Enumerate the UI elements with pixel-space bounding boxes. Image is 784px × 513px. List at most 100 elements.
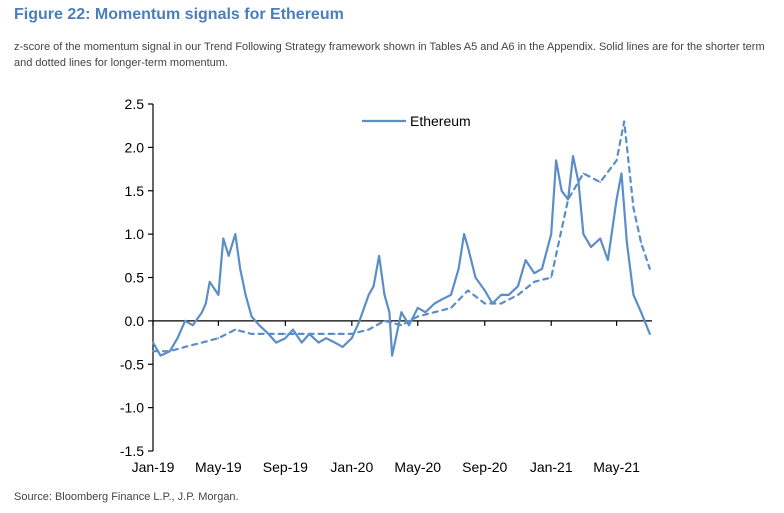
series-0-point	[227, 255, 230, 257]
series-0-point	[626, 242, 628, 244]
series-0-point	[632, 294, 635, 296]
series-0-point	[615, 198, 618, 201]
series-0-point	[184, 320, 186, 322]
series-0-point	[351, 337, 353, 340]
chart-legend: Ethereum	[362, 113, 471, 129]
series-0-point	[555, 159, 557, 162]
series-0-point	[457, 268, 460, 270]
series-0-point	[176, 337, 179, 340]
series-0-point	[234, 233, 237, 235]
series-1-point	[450, 307, 452, 309]
series-0-point	[275, 341, 277, 344]
series-1-point	[533, 281, 536, 283]
series-0-point	[201, 311, 203, 314]
series-1-point	[517, 294, 519, 296]
series-0-point	[317, 341, 320, 344]
series-0-point	[239, 268, 241, 270]
series-0-point	[284, 337, 287, 340]
series-0-point	[640, 311, 642, 314]
series-0-point	[300, 341, 303, 344]
series-1-point	[484, 302, 486, 305]
x-tick-label: May-20	[394, 459, 441, 475]
series-0-point	[408, 324, 410, 327]
series-0-point	[463, 233, 465, 235]
series-0-point	[517, 285, 519, 288]
x-tick-label: Jan-19	[132, 459, 175, 475]
series-0-point	[341, 346, 344, 348]
series-1-point	[169, 350, 171, 353]
series-0-point	[205, 302, 207, 305]
series-1-point	[417, 315, 419, 318]
series-1-point	[334, 333, 336, 335]
series-0-point	[500, 294, 502, 296]
y-tick-label: -1.0	[120, 400, 144, 416]
figure-title: Figure 22: Momentum signals for Ethereum	[14, 6, 344, 23]
series-0-point	[620, 172, 623, 175]
series-0-point	[208, 281, 211, 283]
series-1-point	[400, 324, 403, 327]
series-0-point	[388, 311, 391, 314]
series-1-point	[250, 333, 253, 335]
series-1-point	[234, 328, 237, 331]
series-1-point	[201, 341, 203, 344]
x-tick-label: May-21	[593, 459, 640, 475]
series-0-point	[507, 294, 510, 296]
series-1-point	[383, 320, 386, 322]
y-tick-label: 2.0	[125, 139, 145, 155]
series-0-point	[424, 311, 427, 314]
series-0-point	[378, 255, 380, 257]
series-1-point	[623, 120, 625, 123]
series-0-point	[292, 328, 294, 331]
x-tick-label: Sep-19	[263, 459, 308, 475]
y-tick-label: -0.5	[120, 356, 144, 372]
series-0-point	[441, 298, 444, 301]
series-1-point	[152, 350, 154, 353]
y-tick-label: 1.0	[125, 226, 145, 242]
series-0-point	[250, 315, 253, 318]
series-0-point	[550, 233, 552, 235]
series-0-point	[484, 289, 486, 292]
series-0-point	[433, 302, 436, 305]
series-0-point	[159, 354, 162, 357]
series-0-point	[582, 233, 585, 235]
series-1-point	[567, 198, 569, 201]
x-tick-label: Jan-20	[330, 459, 373, 475]
x-tick-label: May-19	[195, 459, 242, 475]
series-0-point	[572, 155, 574, 157]
series-1-point	[615, 159, 618, 162]
series-0-point	[325, 337, 328, 340]
series-0-point	[649, 333, 651, 335]
series-0-point	[222, 237, 225, 240]
series-0-point	[217, 294, 220, 296]
y-tick-label: 0.0	[125, 313, 145, 329]
figure-source: Source: Bloomberg Finance L.P., J.P. Mor…	[14, 491, 239, 503]
series-1-point	[351, 333, 353, 335]
series-line-ethereum	[151, 155, 651, 357]
x-tick-label: Jan-21	[530, 459, 573, 475]
series-1-point	[267, 333, 270, 335]
series-1-point	[500, 302, 502, 305]
series-1-point	[184, 346, 186, 348]
series-1-point	[317, 333, 320, 335]
series-0-point	[450, 294, 452, 296]
y-tick-label: -1.5	[120, 443, 144, 459]
series-1-point	[367, 328, 370, 331]
series-0-point	[152, 341, 154, 344]
series-0-point	[541, 268, 543, 270]
series-1-point	[467, 289, 469, 292]
series-0-point	[391, 354, 393, 357]
series-0-point	[607, 259, 609, 261]
series-1-point	[300, 333, 303, 335]
series-0-point	[358, 320, 361, 322]
series-0-point	[400, 311, 403, 314]
series-1-point	[599, 181, 601, 183]
series-0-point	[560, 190, 563, 192]
series-0-point	[258, 324, 261, 327]
series-1-point	[632, 207, 635, 209]
series-0-point	[599, 237, 601, 240]
series-1-point	[284, 333, 287, 335]
series-0-point	[417, 307, 419, 309]
series-1-point	[550, 276, 552, 279]
